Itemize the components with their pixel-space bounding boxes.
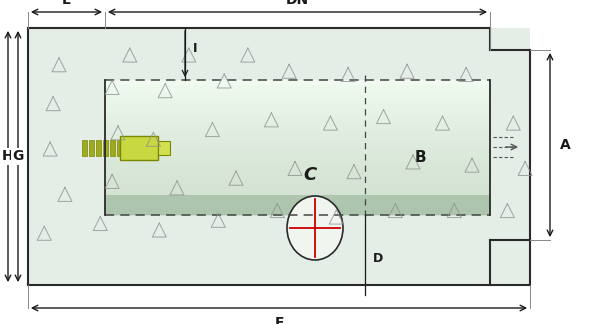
- Bar: [105, 102, 490, 108]
- Bar: [105, 125, 490, 131]
- Bar: [110, 140, 115, 156]
- Bar: [28, 28, 530, 285]
- Bar: [105, 175, 490, 180]
- Bar: [105, 130, 490, 135]
- Text: D: D: [373, 251, 384, 264]
- Text: H: H: [2, 149, 14, 164]
- Bar: [105, 197, 490, 202]
- Bar: [105, 98, 490, 103]
- Bar: [105, 94, 490, 99]
- Bar: [105, 211, 490, 216]
- Text: DN: DN: [286, 0, 309, 7]
- Text: I: I: [193, 42, 198, 55]
- Bar: [105, 85, 490, 90]
- Bar: [105, 147, 490, 153]
- Bar: [28, 28, 105, 70]
- Bar: [105, 121, 490, 126]
- Bar: [105, 188, 490, 193]
- Text: E: E: [62, 0, 71, 7]
- Bar: [105, 89, 490, 95]
- Bar: [105, 107, 490, 112]
- Text: A: A: [560, 138, 571, 152]
- Text: C: C: [303, 166, 317, 184]
- Bar: [120, 136, 158, 160]
- Bar: [105, 161, 490, 167]
- Bar: [105, 152, 490, 157]
- Bar: [105, 156, 490, 162]
- Bar: [490, 50, 530, 240]
- Bar: [105, 179, 490, 184]
- Bar: [89, 140, 94, 156]
- Bar: [105, 206, 490, 212]
- Bar: [105, 170, 490, 176]
- Bar: [103, 140, 108, 156]
- Bar: [105, 138, 490, 144]
- Bar: [117, 140, 122, 156]
- Bar: [105, 195, 490, 215]
- Bar: [82, 140, 87, 156]
- Bar: [105, 116, 490, 122]
- Bar: [105, 143, 490, 148]
- Bar: [105, 166, 490, 171]
- Bar: [105, 134, 490, 140]
- Text: G: G: [12, 149, 24, 164]
- Bar: [105, 80, 490, 86]
- Bar: [105, 202, 490, 207]
- Text: F: F: [274, 316, 284, 324]
- Bar: [105, 192, 490, 198]
- Bar: [105, 111, 490, 117]
- Ellipse shape: [287, 196, 343, 260]
- Text: B: B: [414, 151, 426, 166]
- Bar: [96, 140, 101, 156]
- Bar: [158, 141, 170, 155]
- Bar: [105, 80, 490, 215]
- Bar: [105, 183, 490, 189]
